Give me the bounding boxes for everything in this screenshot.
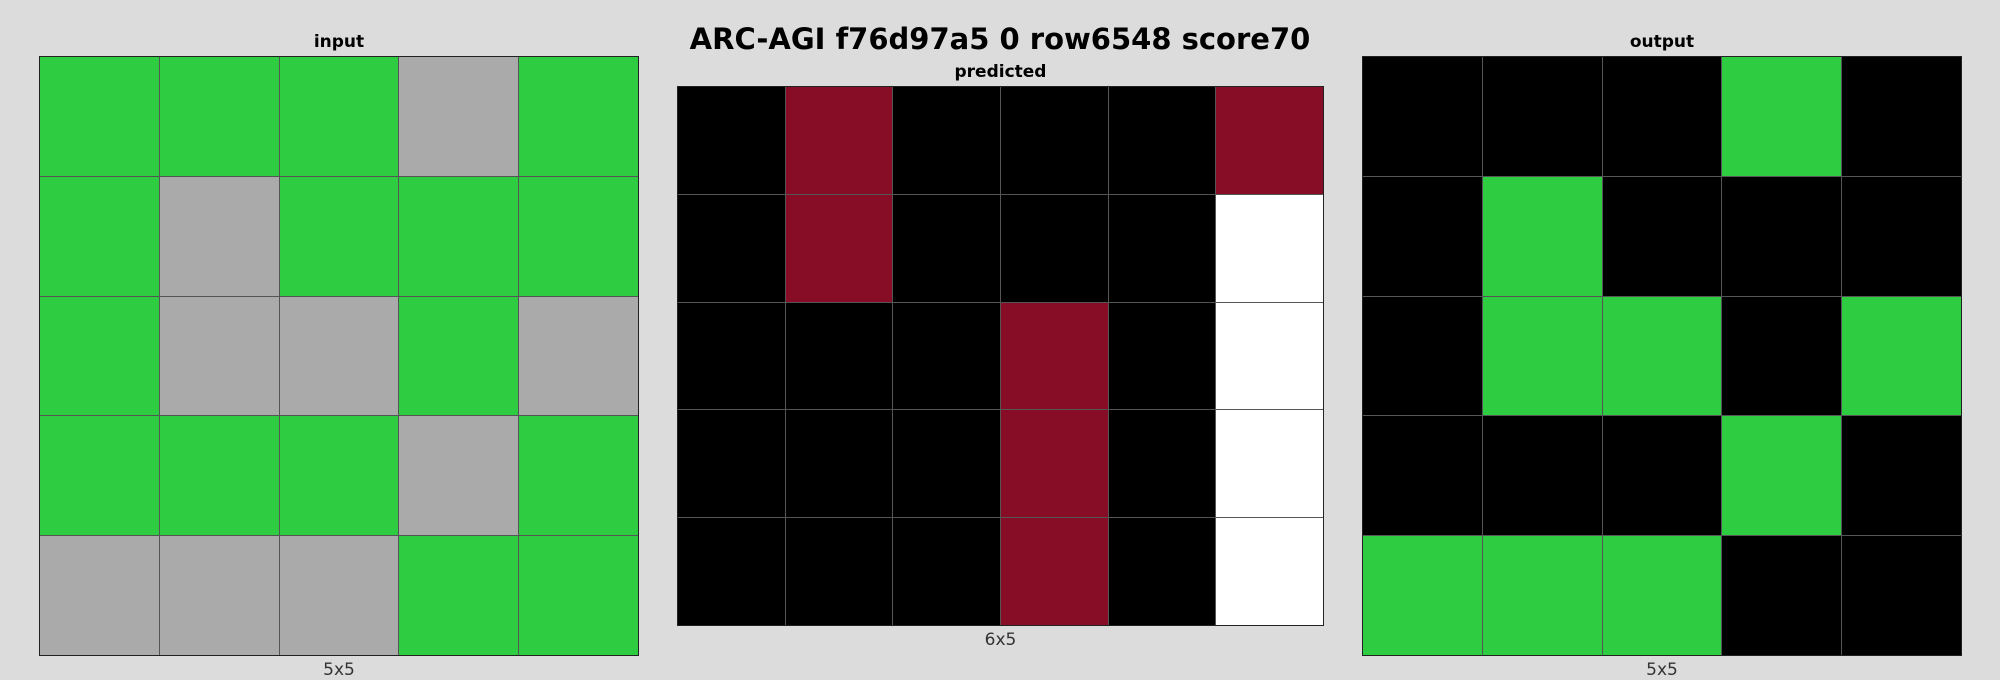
input-cell [40,176,159,296]
predicted-cell [1216,302,1323,410]
input-cell [519,176,638,296]
input-cell [40,57,159,176]
output-cell [1842,57,1961,176]
predicted-panel: predicted 6x5 [677,62,1324,662]
input-cell [159,536,279,655]
output-cell [1722,176,1842,296]
predicted-cell [1000,302,1108,410]
predicted-cell [678,410,785,518]
output-cell [1482,296,1602,416]
output-cell [1602,176,1722,296]
predicted-cell [1000,410,1108,518]
predicted-cell [1108,302,1216,410]
output-cell [1602,416,1722,536]
output-size-label: 5x5 [1646,660,1678,680]
predicted-cell [893,302,1000,410]
predicted-cell [678,518,785,625]
input-cell [519,416,638,536]
input-cell [519,57,638,176]
predicted-cell [785,410,893,518]
output-cell [1602,536,1722,655]
input-cell [279,57,399,176]
input-cell [159,57,279,176]
predicted-cell [785,194,893,302]
predicted-cell [1216,87,1323,194]
input-cell [40,536,159,655]
output-cell [1842,416,1961,536]
input-cell [519,536,638,655]
predicted-cell [785,302,893,410]
input-cell [40,296,159,416]
input-cell [399,296,519,416]
input-grid [39,56,639,656]
input-cell [279,176,399,296]
predicted-cell [1216,518,1323,625]
output-cell [1722,416,1842,536]
output-cell [1482,416,1602,536]
predicted-cell [1108,410,1216,518]
predicted-cell [893,410,1000,518]
input-cell [399,176,519,296]
output-cell [1602,296,1722,416]
input-cell [279,536,399,655]
output-cell [1363,176,1482,296]
input-cell [40,416,159,536]
output-cell [1722,296,1842,416]
output-cell [1842,176,1961,296]
predicted-cell [1108,194,1216,302]
predicted-cell [1108,87,1216,194]
predicted-cell [678,194,785,302]
input-cell [399,57,519,176]
output-cell [1482,536,1602,655]
output-cell [1722,57,1842,176]
input-size-label: 5x5 [323,660,355,680]
predicted-cell [1216,194,1323,302]
input-cell [399,416,519,536]
predicted-cell [893,518,1000,625]
output-cell [1842,296,1961,416]
predicted-cell [1216,410,1323,518]
output-cell [1602,57,1722,176]
input-cell [279,416,399,536]
output-cell [1482,176,1602,296]
input-cell [159,176,279,296]
predicted-cell [893,194,1000,302]
output-grid [1362,56,1962,656]
predicted-panel-title: predicted [954,62,1047,82]
input-cell [159,416,279,536]
output-cell [1842,536,1961,655]
input-panel-title: input [313,32,365,52]
output-cell [1363,57,1482,176]
predicted-cell [678,87,785,194]
output-panel-title: output [1629,32,1695,52]
predicted-grid [677,86,1324,626]
output-cell [1482,57,1602,176]
predicted-cell [678,302,785,410]
output-cell [1363,536,1482,655]
output-cell [1363,416,1482,536]
input-cell [159,296,279,416]
input-panel: input 5x5 [39,32,639,680]
predicted-cell [1000,87,1108,194]
predicted-size-label: 6x5 [984,630,1017,650]
output-panel: output 5x5 [1362,32,1962,680]
predicted-cell [785,87,893,194]
input-cell [399,536,519,655]
predicted-cell [1108,518,1216,625]
page-title: ARC-AGI f76d97a5 0 row6548 score70 [689,22,1311,56]
predicted-cell [893,87,1000,194]
input-cell [519,296,638,416]
output-cell [1363,296,1482,416]
input-cell [279,296,399,416]
predicted-cell [1000,194,1108,302]
predicted-cell [785,518,893,625]
output-cell [1722,536,1842,655]
predicted-cell [1000,518,1108,625]
